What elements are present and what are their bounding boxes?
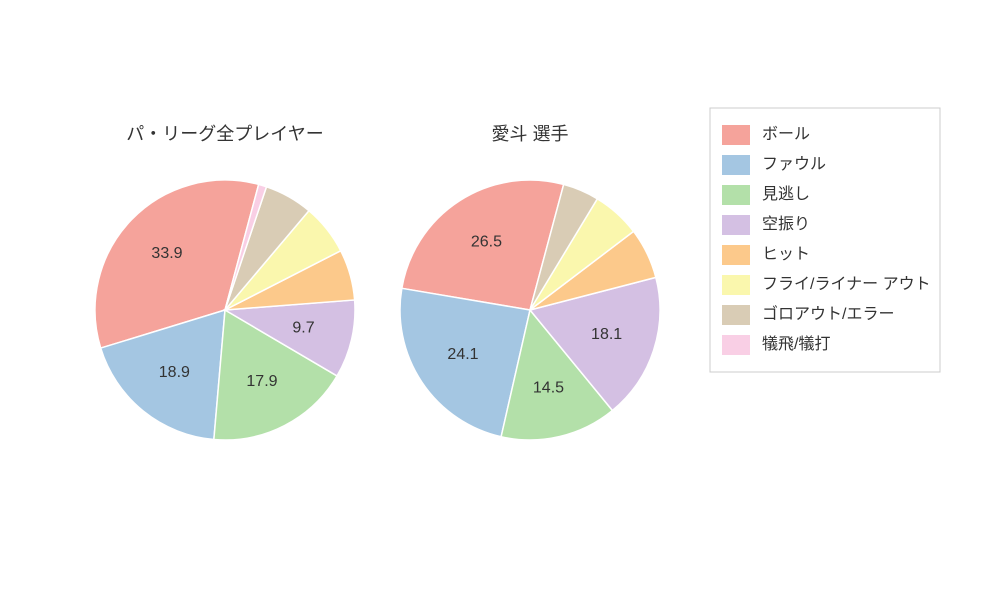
pie-0-slice-1-label: 18.9	[159, 364, 190, 381]
legend-label-5: フライ/ライナー アウト	[762, 275, 931, 293]
pie-0-slice-2-label: 17.9	[246, 373, 277, 390]
legend-label-6: ゴロアウト/エラー	[762, 304, 894, 323]
pie-0-slice-0-label: 33.9	[151, 245, 182, 262]
pie-1-slice-0-label: 26.5	[471, 233, 502, 250]
pie-1-slice-1-label: 24.1	[447, 346, 478, 363]
legend-label-4: ヒット	[762, 246, 810, 263]
legend-swatch-3	[722, 215, 750, 235]
pie-1-slice-2-label: 14.5	[533, 380, 564, 397]
legend-swatch-7	[722, 335, 750, 355]
pie-title-1: 愛斗 選手	[491, 124, 568, 144]
pie-0-slice-3-label: 9.7	[292, 319, 314, 336]
pie-1-slice-3-label: 18.1	[591, 326, 622, 343]
legend-label-0: ボール	[762, 125, 810, 143]
legend: ボールファウル見逃し空振りヒットフライ/ライナー アウトゴロアウト/エラー犠飛/…	[710, 108, 940, 372]
chart-svg: パ・リーグ全プレイヤー 33.9 18.9 17.9 9.7 愛斗 選手 26.5 24.1 1…	[0, 0, 1000, 600]
chart-stage: パ・リーグ全プレイヤー 33.9 18.9 17.9 9.7 愛斗 選手 26.5 24.1 1…	[0, 0, 1000, 600]
legend-box	[710, 108, 940, 372]
legend-swatch-0	[722, 125, 750, 145]
pie-title-0: パ・リーグ全プレイヤー	[126, 124, 323, 144]
legend-swatch-5	[722, 275, 750, 295]
legend-swatch-4	[722, 245, 750, 265]
legend-label-2: 見逃し	[762, 185, 810, 203]
legend-label-1: ファウル	[762, 155, 826, 173]
legend-swatch-6	[722, 305, 750, 325]
legend-swatch-2	[722, 185, 750, 205]
legend-label-3: 空振り	[762, 215, 810, 233]
legend-swatch-1	[722, 155, 750, 175]
legend-label-7: 犠飛/犠打	[762, 335, 830, 353]
